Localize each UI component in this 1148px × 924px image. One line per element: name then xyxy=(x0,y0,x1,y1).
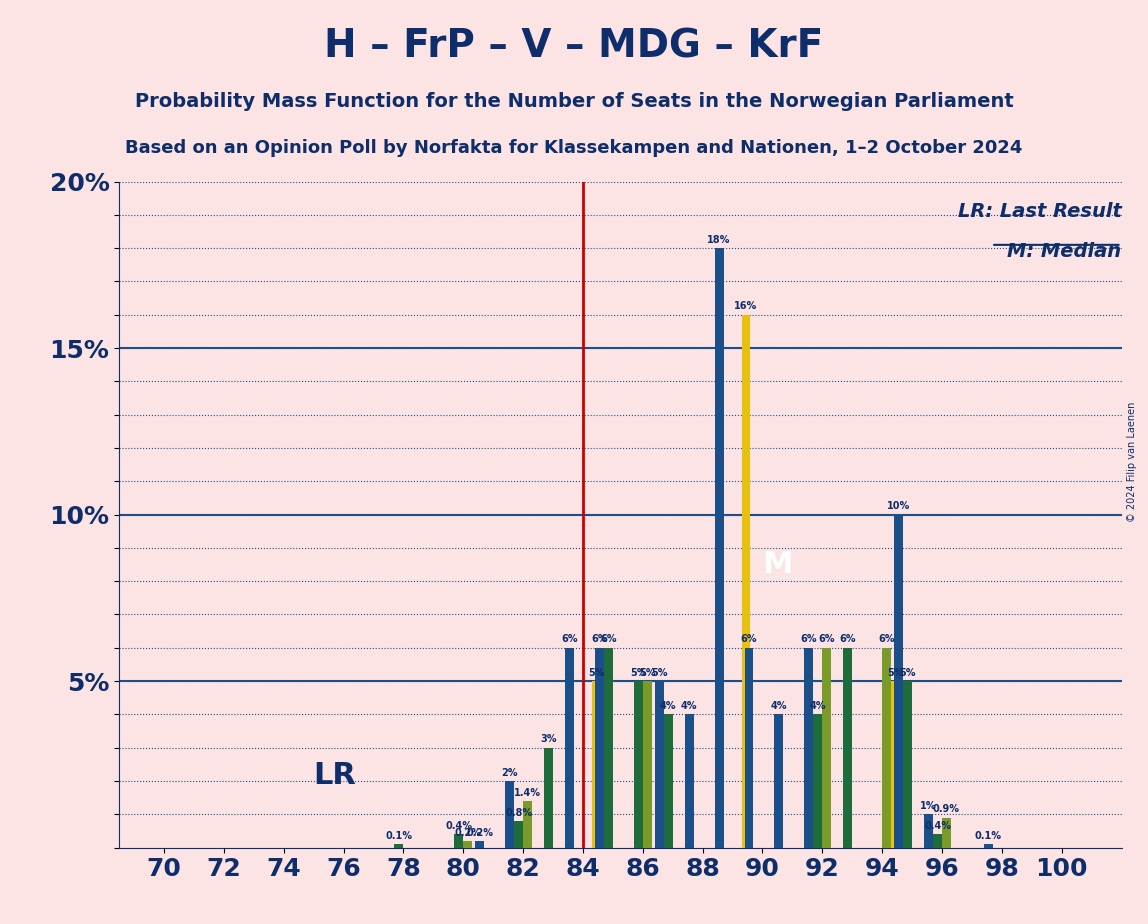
Text: 0.2%: 0.2% xyxy=(455,828,481,837)
Bar xyxy=(505,781,514,847)
Text: © 2024 Filip van Laenen: © 2024 Filip van Laenen xyxy=(1126,402,1137,522)
Bar xyxy=(775,714,783,847)
Bar xyxy=(523,801,532,847)
Text: 6%: 6% xyxy=(819,635,835,644)
Text: 0.1%: 0.1% xyxy=(386,831,412,841)
Bar xyxy=(395,845,403,847)
Text: 5%: 5% xyxy=(651,668,667,677)
Text: 1%: 1% xyxy=(921,801,937,811)
Text: 4%: 4% xyxy=(660,701,676,711)
Bar xyxy=(464,841,472,847)
Bar xyxy=(894,515,903,847)
Bar xyxy=(654,681,664,847)
Bar xyxy=(634,681,643,847)
Text: 5%: 5% xyxy=(887,668,903,677)
Text: 6%: 6% xyxy=(878,635,895,644)
Text: 6%: 6% xyxy=(839,635,856,644)
Bar xyxy=(891,681,900,847)
Text: 0.2%: 0.2% xyxy=(466,828,494,837)
Bar xyxy=(514,821,523,847)
Text: 1.4%: 1.4% xyxy=(514,787,541,797)
Text: 0.8%: 0.8% xyxy=(505,808,533,818)
Bar xyxy=(684,714,693,847)
Text: Based on an Opinion Poll by Norfakta for Klassekampen and Nationen, 1–2 October : Based on an Opinion Poll by Norfakta for… xyxy=(125,139,1023,156)
Text: 4%: 4% xyxy=(770,701,788,711)
Text: 0.9%: 0.9% xyxy=(933,804,960,814)
Bar xyxy=(822,648,831,847)
Text: 6%: 6% xyxy=(800,635,817,644)
Text: LR: Last Result: LR: Last Result xyxy=(957,201,1122,221)
Bar xyxy=(664,714,673,847)
Bar xyxy=(592,681,600,847)
Text: 5%: 5% xyxy=(639,668,656,677)
Text: 6%: 6% xyxy=(591,635,607,644)
Bar xyxy=(813,714,822,847)
Text: 16%: 16% xyxy=(735,301,758,311)
Text: 2%: 2% xyxy=(502,768,518,778)
Text: 5%: 5% xyxy=(899,668,916,677)
Bar xyxy=(544,748,553,847)
Text: 5%: 5% xyxy=(630,668,646,677)
Bar xyxy=(844,648,852,847)
Text: 6%: 6% xyxy=(600,635,616,644)
Text: 4%: 4% xyxy=(681,701,697,711)
Bar xyxy=(475,841,484,847)
Bar xyxy=(745,648,753,847)
Text: LR: LR xyxy=(313,761,357,790)
Text: 3%: 3% xyxy=(541,735,557,745)
Bar xyxy=(943,818,951,847)
Text: 4%: 4% xyxy=(809,701,827,711)
Bar xyxy=(604,648,613,847)
Text: 0.4%: 0.4% xyxy=(924,821,951,831)
Text: 0.1%: 0.1% xyxy=(975,831,1002,841)
Text: 6%: 6% xyxy=(561,635,577,644)
Bar xyxy=(595,648,604,847)
Bar xyxy=(984,845,993,847)
Text: 18%: 18% xyxy=(707,235,731,245)
Bar xyxy=(903,681,912,847)
Text: 0.4%: 0.4% xyxy=(445,821,472,831)
Bar xyxy=(933,834,943,847)
Bar xyxy=(924,814,933,847)
Text: 10%: 10% xyxy=(887,501,910,511)
Bar xyxy=(742,315,751,847)
Text: M: M xyxy=(762,550,792,579)
Bar xyxy=(643,681,652,847)
Bar xyxy=(805,648,813,847)
Text: 5%: 5% xyxy=(588,668,605,677)
Bar xyxy=(714,249,723,847)
Bar xyxy=(882,648,891,847)
Text: M: Median: M: Median xyxy=(1008,241,1122,261)
Text: H – FrP – V – MDG – KrF: H – FrP – V – MDG – KrF xyxy=(325,28,823,66)
Text: 6%: 6% xyxy=(740,635,758,644)
Bar xyxy=(565,648,574,847)
Text: Probability Mass Function for the Number of Seats in the Norwegian Parliament: Probability Mass Function for the Number… xyxy=(134,92,1014,112)
Bar xyxy=(455,834,464,847)
